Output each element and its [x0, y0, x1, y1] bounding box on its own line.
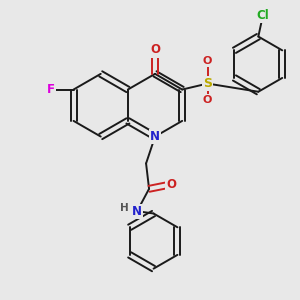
Text: O: O	[150, 44, 160, 56]
Text: H: H	[120, 202, 129, 213]
Text: Cl: Cl	[256, 9, 269, 22]
Text: O: O	[167, 178, 176, 191]
Text: N: N	[132, 205, 142, 218]
Text: N: N	[150, 130, 160, 143]
Text: O: O	[203, 56, 212, 66]
Text: F: F	[47, 83, 55, 96]
Text: O: O	[203, 95, 212, 105]
Text: S: S	[203, 77, 212, 90]
